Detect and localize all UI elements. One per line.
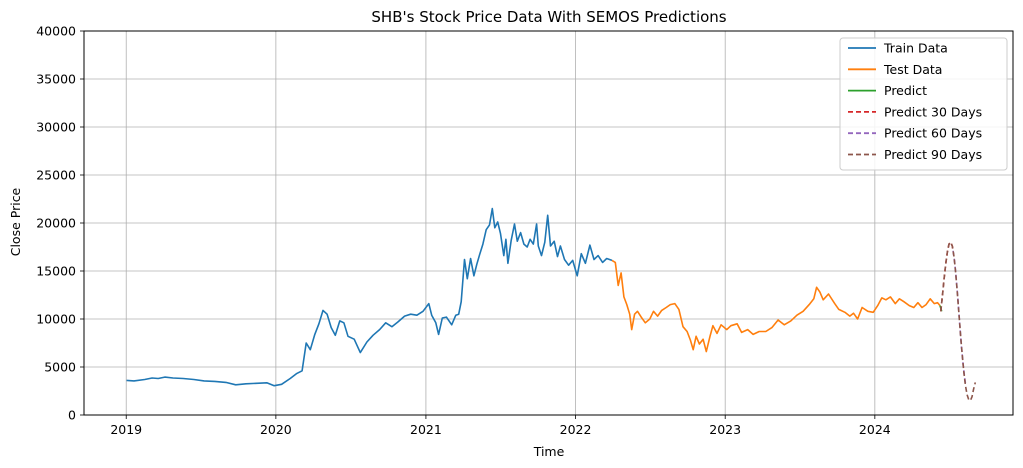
y-tick-label: 10000 <box>36 312 76 327</box>
legend-label: Predict <box>884 83 927 98</box>
y-tick-label: 40000 <box>36 24 76 39</box>
legend-label: Predict 60 Days <box>884 126 982 141</box>
y-tick-label: 0 <box>68 408 76 423</box>
x-tick-label: 2021 <box>410 422 442 437</box>
x-tick-label: 2024 <box>859 422 891 437</box>
legend-label: Predict 90 Days <box>884 147 982 162</box>
x-tick-label: 2019 <box>110 422 142 437</box>
legend-label: Predict 30 Days <box>884 104 982 119</box>
chart-title: SHB's Stock Price Data With SEMOS Predic… <box>371 8 726 26</box>
y-tick-label: 35000 <box>36 72 76 87</box>
y-tick-label: 20000 <box>36 216 76 231</box>
legend-label: Train Data <box>883 41 948 56</box>
axis-ticks: 2019 2020 2021 2022 2023 2024 0 5000 10000 15000 2… <box>36 24 891 438</box>
y-axis-label: Close Price <box>8 187 23 256</box>
y-tick-label: 25000 <box>36 168 76 183</box>
series-test-data-line <box>611 259 941 353</box>
series-train-data-line <box>126 207 613 387</box>
y-tick-label: 30000 <box>36 120 76 135</box>
series-lines <box>126 207 977 402</box>
x-tick-label: 2023 <box>709 422 741 437</box>
legend-box <box>839 37 1008 171</box>
x-axis-label: Time <box>533 444 565 459</box>
x-tick-label: 2020 <box>260 422 292 437</box>
series-predict-90-days-line <box>940 241 977 402</box>
legend-label: Test Data <box>883 62 942 77</box>
x-tick-label: 2022 <box>560 422 592 437</box>
y-tick-label: 5000 <box>44 360 76 375</box>
y-tick-label: 15000 <box>36 264 76 279</box>
legend: Train Data Test Data Predict Predict 30 Day… <box>839 37 1008 171</box>
